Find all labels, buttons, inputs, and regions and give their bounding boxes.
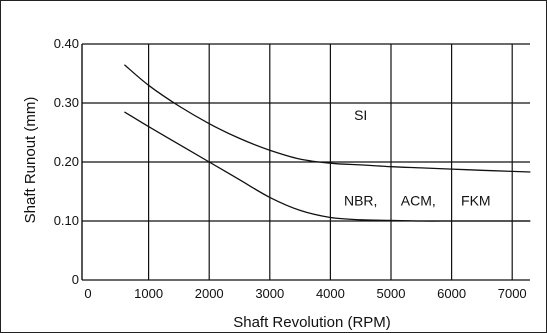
x-tick-label: 0 <box>84 286 91 301</box>
x-tick-label: 3000 <box>255 286 284 301</box>
region-label: ACM, <box>401 192 436 208</box>
x-axis-label: Shaft Revolution (RPM) <box>233 314 391 331</box>
tick-labels: 0 0.10 0.20 0.30 0.40 0 1000 2000 3000 4000 5000 60… <box>54 36 527 301</box>
grid <box>81 43 530 281</box>
y-tick-label: 0.30 <box>54 95 79 110</box>
y-tick-label: 0.40 <box>54 36 79 51</box>
region-labels: SI NBR, ACM, FKM <box>344 107 491 209</box>
x-tick-label: 1000 <box>134 286 163 301</box>
y-axis-label: Shaft Runout (mm) <box>22 97 39 224</box>
x-tick-label: 2000 <box>195 286 224 301</box>
y-tick-label: 0 <box>72 272 79 287</box>
region-label: NBR, <box>344 192 377 208</box>
x-tick-label: 4000 <box>316 286 345 301</box>
y-tick-label: 0.10 <box>54 213 79 228</box>
y-tick-label: 0.20 <box>54 154 79 169</box>
series-line-1 <box>123 64 531 173</box>
series-line-2 <box>124 111 531 222</box>
x-tick-label: 5000 <box>377 286 406 301</box>
x-tick-label: 7000 <box>498 286 527 301</box>
series-group <box>123 64 531 222</box>
region-label: FKM <box>461 192 491 208</box>
x-tick-label: 6000 <box>437 286 466 301</box>
region-label: SI <box>354 107 367 123</box>
